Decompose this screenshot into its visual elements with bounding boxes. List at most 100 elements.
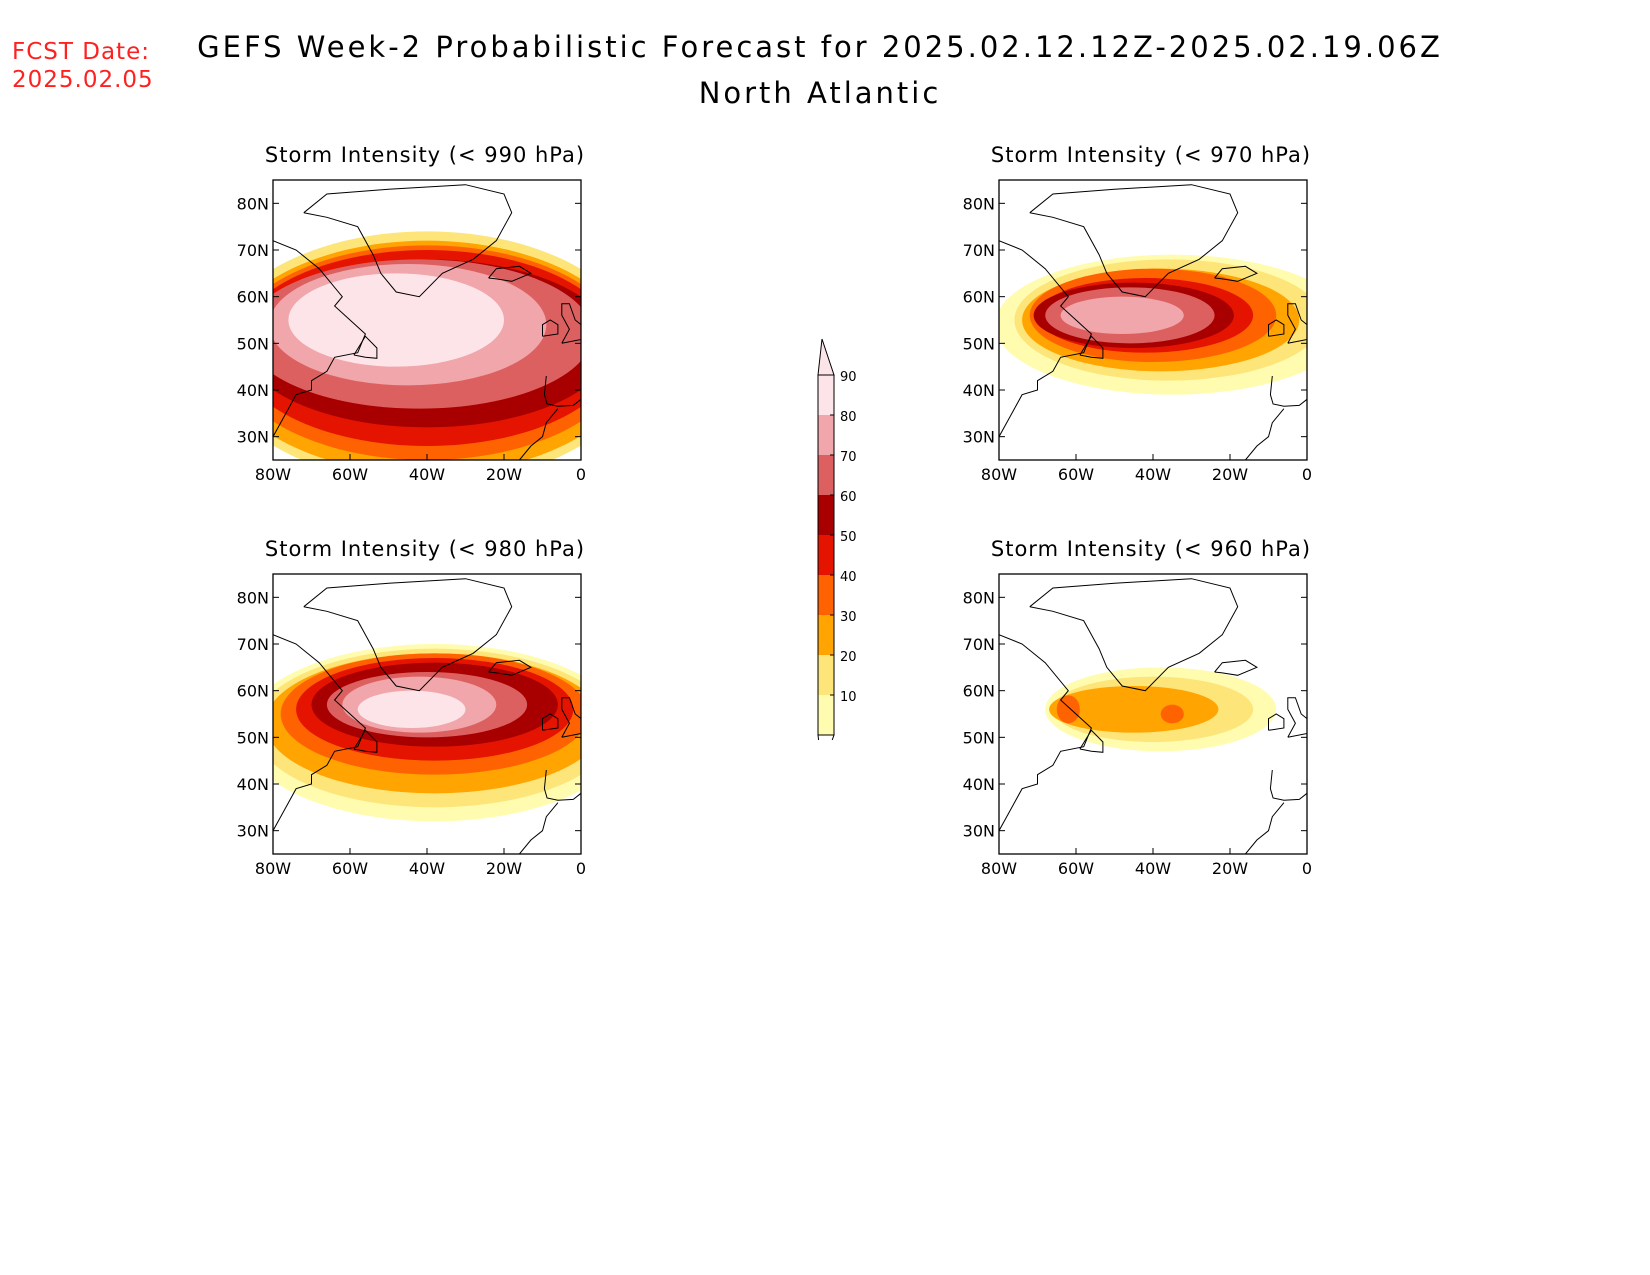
map-960: 80N 70N 60N 50N 40N 30N 80W 60W 40W 20W 0 (963, 573, 1312, 878)
panel-title: Storm Intensity (< 970 hPa) (990, 143, 1312, 167)
coastline (1214, 659, 1258, 676)
colorbar-label: 80 (840, 410, 857, 425)
colorbar-extension-low (817, 734, 835, 740)
coastline (1079, 729, 1104, 753)
colorbar-segment (818, 375, 834, 415)
lon-label: 40W (1135, 859, 1171, 878)
coastline (1029, 578, 1239, 692)
probability-field (273, 231, 581, 460)
lon-label: 40W (409, 859, 445, 878)
lon-label: 60W (332, 859, 368, 878)
coastline (303, 578, 513, 692)
coastline (543, 769, 581, 801)
lon-label: 20W (1212, 465, 1248, 484)
prob-contour-90 (288, 273, 504, 367)
lat-label: 50N (963, 728, 995, 747)
lat-label: 50N (963, 334, 995, 353)
coastline (542, 319, 559, 337)
prob-contour-40 (1056, 695, 1080, 724)
fcst-date-value: 2025.02.05 (12, 67, 154, 93)
colorbar-frame (817, 374, 835, 736)
panel-970: Storm Intensity (< 970 hPa) 80N 70N 60N 50N… (951, 143, 1351, 538)
lon-label: 60W (332, 465, 368, 484)
prob-contour-80 (1060, 296, 1184, 334)
coastline (999, 634, 1092, 831)
lat-label: 80N (237, 194, 269, 213)
lat-label: 80N (963, 194, 995, 213)
panel-960: Storm Intensity (< 960 hPa) 80N 70N 60N 50N… (951, 537, 1351, 932)
colorbar-label: 10 (840, 690, 857, 705)
coastline (353, 729, 378, 753)
region-subtitle: North Atlantic (698, 76, 942, 110)
lat-label: 60N (237, 288, 269, 307)
lon-label: 40W (1135, 465, 1171, 484)
coastline (273, 634, 366, 831)
coastline (1245, 408, 1285, 460)
lon-label: 80W (981, 859, 1017, 878)
page-title: GEFS Week-2 Probabilistic Forecast for 2… (197, 30, 1443, 64)
probability-field (1045, 667, 1277, 752)
coastline (303, 184, 513, 298)
prob-contour-40 (1160, 704, 1184, 724)
lat-label: 50N (237, 334, 269, 353)
probability-field (999, 254, 1307, 395)
colorbar-label: 20 (840, 650, 857, 665)
lon-label: 20W (1212, 859, 1248, 878)
coastline (519, 802, 559, 854)
lon-label: 40W (409, 465, 445, 484)
coastlines (273, 578, 581, 854)
panel-title: Storm Intensity (< 990 hPa) (264, 143, 586, 167)
panel-title: Storm Intensity (< 980 hPa) (264, 537, 586, 561)
lat-label: 30N (963, 428, 995, 447)
lat-label: 40N (237, 381, 269, 400)
lon-label: 0 (1302, 465, 1312, 484)
coastline (519, 408, 559, 460)
coastline (1245, 802, 1285, 854)
coastline (273, 240, 366, 437)
lat-label: 30N (237, 428, 269, 447)
coastline (561, 303, 581, 344)
coastlines (999, 578, 1307, 854)
colorbar-label: 60 (840, 490, 857, 505)
lat-label: 40N (963, 775, 995, 794)
coastlines (999, 184, 1307, 460)
lat-label: 70N (963, 635, 995, 654)
probability-colorbar: 10 20 30 40 50 60 70 80 90 (817, 338, 857, 740)
panel-title: Storm Intensity (< 960 hPa) (990, 537, 1312, 561)
colorbar-segment (818, 535, 834, 575)
coastline (488, 659, 532, 676)
lat-label: 40N (963, 381, 995, 400)
lat-label: 30N (237, 822, 269, 841)
coastline (1029, 184, 1239, 298)
lon-label: 20W (486, 859, 522, 878)
lon-label: 0 (576, 465, 586, 484)
colorbar-label: 90 (840, 370, 857, 385)
coastline (1287, 303, 1307, 344)
lon-label: 20W (486, 465, 522, 484)
lat-label: 60N (963, 682, 995, 701)
coastline (999, 240, 1092, 437)
coastline (543, 375, 581, 407)
lat-label: 50N (237, 728, 269, 747)
colorbar-segment (818, 575, 834, 615)
map-990: 80N 70N 60N 50N 40N 30N 80W 60W 40W 20W 0 (237, 179, 586, 484)
lat-label: 70N (237, 241, 269, 260)
fcst-date-caption: FCST Date: (12, 39, 150, 65)
colorbar-label: 40 (840, 570, 857, 585)
lat-label: 80N (963, 588, 995, 607)
colorbar-segment (818, 695, 834, 735)
coastline (1268, 319, 1285, 337)
coastline (1269, 375, 1307, 407)
colorbar-segment (818, 415, 834, 455)
lat-label: 60N (237, 682, 269, 701)
panel-990: Storm Intensity (< 990 hPa) 80N 70N 60N 50N… (225, 143, 625, 538)
coastline (1214, 265, 1258, 282)
lon-label: 80W (981, 465, 1017, 484)
prob-contour-90 (357, 690, 466, 728)
coastline (353, 335, 378, 359)
lon-label: 60W (1058, 859, 1094, 878)
colorbar-segment (818, 455, 834, 495)
lat-label: 40N (237, 775, 269, 794)
colorbar-label: 70 (840, 450, 857, 465)
map-980: 80N 70N 60N 50N 40N 30N 80W 60W 40W 20W 0 (237, 573, 586, 878)
